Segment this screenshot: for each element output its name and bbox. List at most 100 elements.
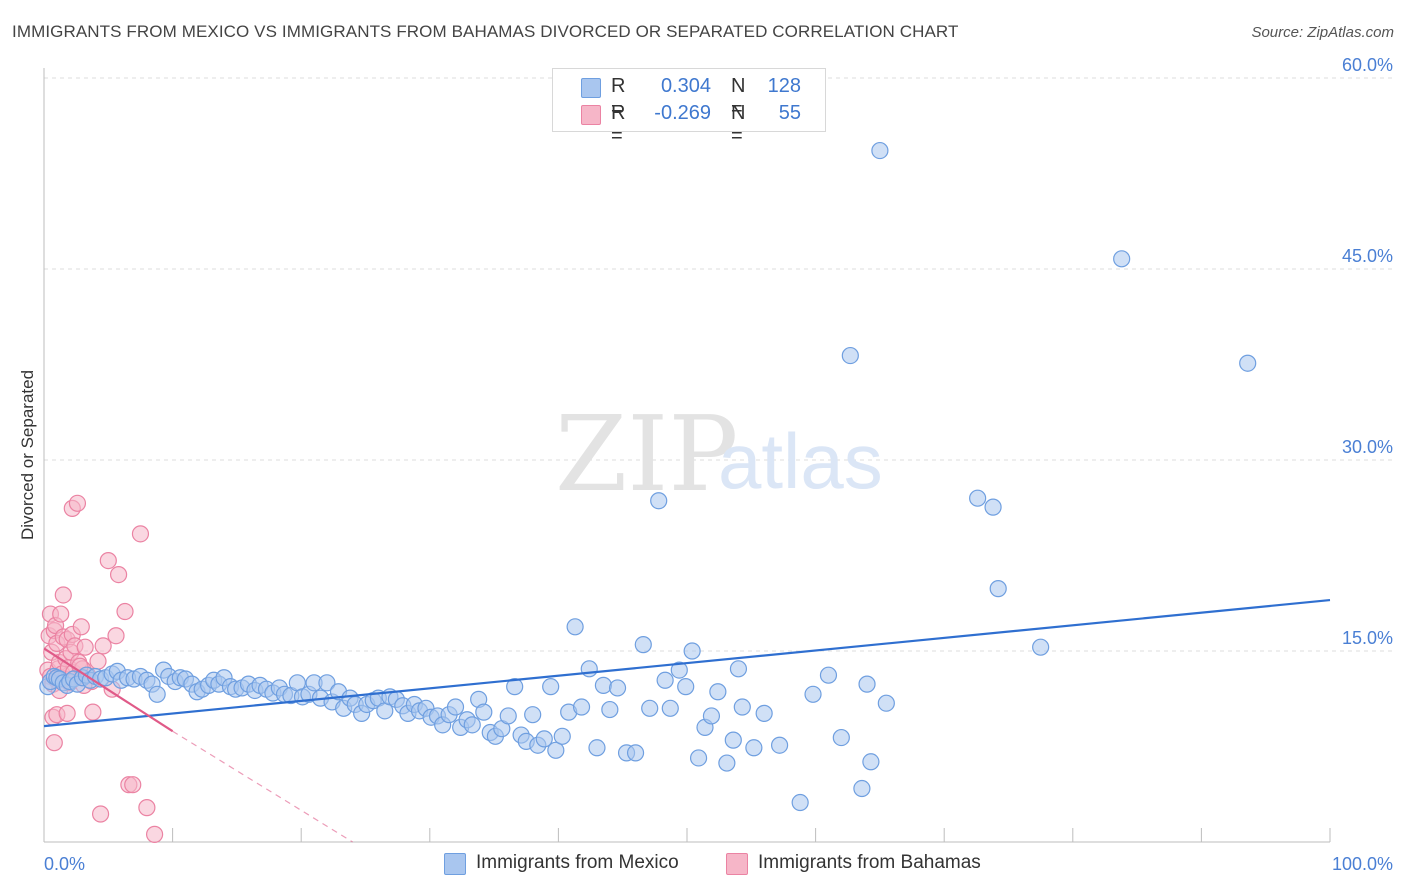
data-point [138, 799, 156, 817]
data-point [702, 707, 721, 725]
data-point [84, 703, 102, 721]
legend-r-value: -0.269 [654, 102, 711, 124]
data-point [1239, 354, 1257, 372]
data-point [54, 586, 72, 604]
x-tick-label-max: 100.0% [1332, 854, 1393, 874]
data-point [841, 346, 859, 365]
data-point [116, 602, 134, 621]
data-point [634, 636, 652, 654]
data-point [853, 779, 871, 798]
data-point [463, 716, 481, 734]
data-point [729, 660, 748, 678]
legend-n-label: N = [731, 102, 746, 147]
data-point [542, 678, 560, 696]
data-point [580, 660, 598, 678]
data-point [626, 744, 645, 762]
data-point [969, 489, 987, 507]
data-point [871, 141, 889, 160]
data-point [535, 730, 553, 748]
data-point [588, 739, 606, 757]
data-point [148, 685, 166, 703]
x-tick-marks [43, 828, 1331, 842]
data-point [58, 704, 76, 722]
watermark-atlas: atlas [718, 417, 883, 505]
data-point [99, 551, 117, 570]
data-point [733, 698, 751, 716]
x-tick-label-min: 0.0% [44, 854, 85, 874]
y-tick-label: 45.0% [1342, 246, 1393, 266]
data-point [91, 805, 110, 823]
data-point [689, 749, 708, 767]
data-point [832, 728, 850, 747]
chart-title: IMMIGRANTS FROM MEXICO VS IMMIGRANTS FRO… [12, 22, 959, 41]
data-point [755, 704, 773, 722]
data-point [72, 618, 90, 636]
data-point [52, 605, 70, 623]
watermark-zip: ZIP [555, 393, 738, 515]
data-point [641, 699, 659, 717]
data-point [318, 674, 336, 692]
data-point [819, 666, 838, 684]
mexico-trendline [43, 598, 1331, 728]
data-point [677, 678, 695, 696]
bahamas-legend-label: Immigrants from Bahamas [758, 852, 981, 873]
data-point [718, 754, 736, 772]
data-point [862, 753, 880, 771]
data-point [858, 675, 876, 693]
legend-n-value: 55 [778, 102, 801, 124]
data-point [446, 698, 465, 716]
gridlines [44, 77, 1393, 652]
data-point [1113, 250, 1131, 268]
legend-r-label: R = [611, 102, 626, 147]
bahamas-trendline-extension [172, 730, 353, 843]
data-point [499, 707, 517, 725]
y-axis-label: Divorced or Separated [18, 370, 37, 540]
mexico-swatch [581, 78, 601, 98]
legend-r-value: 0.304 [660, 75, 711, 97]
data-point [770, 736, 789, 754]
data-point [804, 685, 822, 703]
trend-lines [43, 598, 1331, 843]
data-point [650, 492, 668, 510]
data-point [109, 565, 128, 584]
data-point [984, 498, 1002, 516]
data-point [89, 652, 107, 670]
data-point [131, 525, 150, 543]
data-point [107, 627, 125, 645]
legend-n-value: 128 [767, 75, 801, 97]
data-point [608, 679, 627, 697]
legend-r-label: R = [611, 75, 626, 120]
data-point [709, 683, 727, 701]
mexico-legend-swatch [444, 853, 466, 875]
data-point [683, 642, 701, 660]
data-point [475, 703, 493, 721]
data-point [670, 661, 688, 679]
bahamas-legend-swatch [726, 853, 748, 875]
data-point [601, 700, 619, 719]
legend-n-label: N = [731, 75, 746, 120]
y-tick-label: 30.0% [1342, 437, 1393, 457]
y-tick-labels: 15.0% 30.0% 45.0% 60.0% [1342, 55, 1393, 648]
data-point [524, 706, 542, 724]
data-point [877, 694, 895, 712]
data-point [94, 637, 112, 655]
data-point [68, 494, 87, 512]
data-point [45, 734, 63, 752]
y-tick-label: 15.0% [1342, 628, 1393, 648]
data-point [745, 739, 763, 757]
source-credit: Source: ZipAtlas.com [1251, 24, 1394, 41]
data-point [594, 676, 613, 694]
correlation-legend: R = 0.304 N = 128 R = -0.269 N = 55 [552, 68, 826, 147]
data-point [661, 699, 679, 717]
data-point [989, 580, 1007, 598]
bahamas-swatch [581, 105, 601, 125]
data-point [124, 776, 142, 794]
data-point [145, 825, 164, 843]
data-point [547, 741, 565, 759]
y-tick-label: 60.0% [1342, 55, 1393, 75]
bahamas-trendline [43, 647, 174, 733]
data-point [1032, 638, 1050, 656]
data-point [724, 731, 742, 749]
data-point [566, 618, 584, 636]
